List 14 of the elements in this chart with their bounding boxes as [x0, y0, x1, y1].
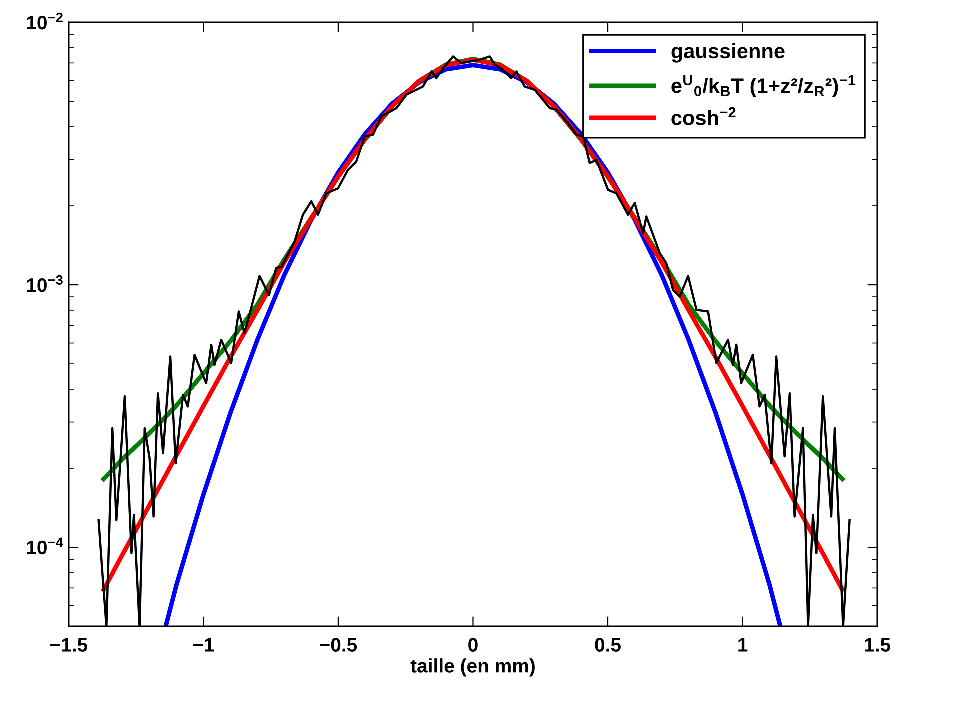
legend-label: gaussienne [672, 43, 785, 63]
y-tick-label: 10$^{−3}$ [27, 275, 63, 292]
x-axis-title: taille (en mm) [410, 658, 535, 677]
y-tick-label: 10$^{−4}$ [27, 538, 64, 555]
text: e$^{U}$$_{0}$/k$_{B}$T (1+z²/z$_{R}$²)$^{−1}$ [672, 75, 856, 98]
legend-label: cosh$^{−2}$ [672, 107, 736, 126]
x-tick-label: 0 [468, 638, 478, 652]
x-tick-label: 0.5 [595, 638, 621, 652]
x-tick-label: −1 [193, 638, 214, 652]
x-tick-label: 1 [738, 638, 748, 652]
x-tick-label: −1.5 [50, 638, 88, 652]
x-tick-label: −0.5 [320, 638, 358, 652]
x-tick-label: 1.5 [865, 638, 891, 652]
y-tick-label: 10$^{−2}$ [27, 12, 63, 30]
